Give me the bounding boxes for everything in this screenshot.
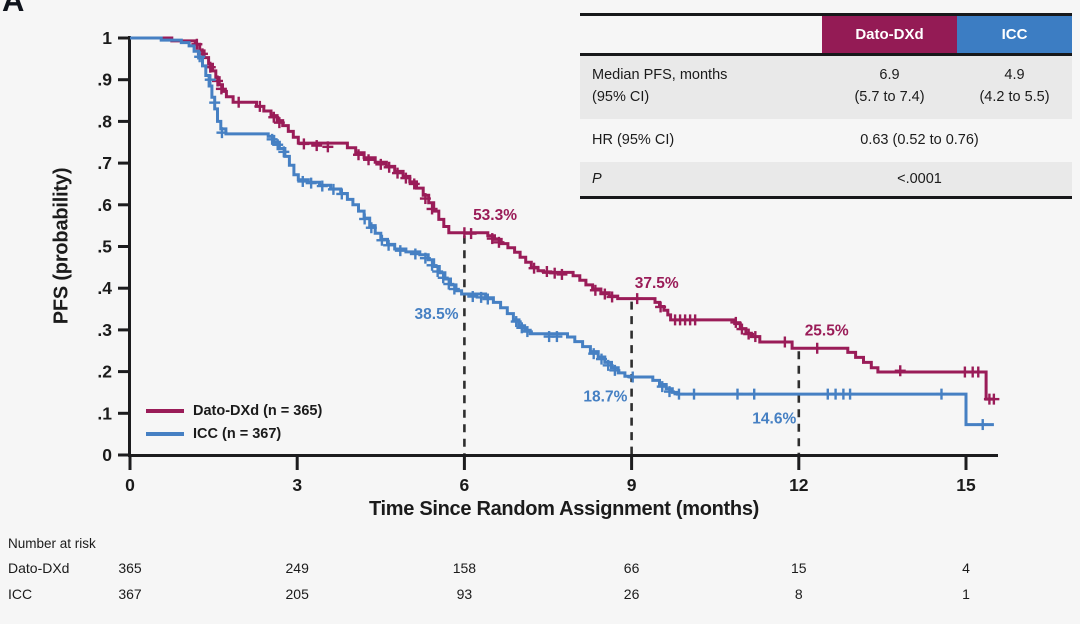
y-tick-label: .5	[97, 237, 112, 257]
icc-line-swatch	[146, 431, 184, 436]
annotation-label: 18.7%	[583, 389, 627, 406]
x-tick-label: 12	[789, 475, 809, 495]
y-tick-label: .8	[97, 111, 112, 131]
risk-count: 158	[452, 560, 477, 576]
median-label: Median PFS, months (95% CI)	[592, 67, 728, 105]
risk-row-label: Dato-DXd	[8, 560, 70, 576]
risk-count: 367	[118, 586, 142, 602]
risk-count: 66	[623, 560, 640, 576]
risk-count: 4	[962, 560, 970, 576]
risk-count: 93	[456, 586, 473, 602]
y-tick-label: .3	[97, 320, 112, 340]
annotation-label: 53.3%	[473, 207, 517, 224]
stats-row-median: Median PFS, months (95% CI) 6.9 (5.7 to …	[580, 56, 1072, 119]
risk-row-icc: ICC 367 205 93 26 8 1	[0, 586, 1080, 604]
median-value-icc: 4.9 (4.2 to 5.5)	[979, 67, 1050, 105]
stats-header-icc: ICC	[957, 16, 1072, 53]
annotation-label: 38.5%	[415, 306, 459, 323]
y-tick-label: 1	[102, 28, 112, 48]
risk-count: 1	[962, 586, 970, 602]
stats-row-p: P <.0001	[580, 161, 1072, 196]
legend-label-dato: Dato-DXd (n = 365)	[193, 402, 323, 419]
risk-count: 205	[285, 586, 309, 602]
hr-value: 0.63 (0.52 to 0.76)	[860, 132, 979, 148]
x-tick-label: 15	[956, 475, 976, 495]
hr-label: HR (95% CI)	[592, 132, 675, 148]
legend-label-icc: ICC (n = 367)	[193, 425, 282, 442]
risk-row-dato: Dato-DXd 365 249 158 66 15 4	[0, 560, 1080, 578]
x-tick-label: 6	[460, 475, 470, 495]
x-tick-label: 9	[627, 475, 637, 495]
risk-row-label: ICC	[8, 586, 33, 602]
median-value-dato: 6.9 (5.7 to 7.4)	[854, 67, 925, 105]
legend-item-dato: Dato-DXd (n = 365)	[146, 399, 322, 422]
annotation-label: 37.5%	[635, 275, 679, 292]
y-tick-label: 0	[102, 445, 112, 465]
p-value: <.0001	[897, 170, 942, 187]
panel-label: A	[2, 0, 25, 18]
risk-count: 365	[118, 560, 142, 576]
y-tick-label: .4	[97, 278, 112, 298]
y-tick-label: .7	[97, 153, 112, 173]
risk-count: 26	[623, 586, 640, 602]
p-label: P	[592, 170, 602, 187]
stats-header-spacer	[580, 16, 822, 53]
stats-table-header: Dato-DXd ICC	[580, 16, 1072, 56]
annotation-label: 14.6%	[752, 410, 796, 427]
y-tick-label: .2	[97, 362, 112, 382]
dato-line-swatch	[146, 408, 184, 413]
x-tick-label: 0	[125, 475, 135, 495]
risk-count: 249	[285, 560, 309, 576]
y-tick-label: .1	[97, 403, 112, 423]
x-tick-label: 3	[292, 475, 302, 495]
risk-count: 15	[791, 560, 807, 576]
y-tick-label: .6	[97, 195, 112, 215]
stats-header-dato: Dato-DXd	[822, 16, 957, 53]
chart-legend: Dato-DXd (n = 365) ICC (n = 367)	[146, 399, 322, 445]
x-axis-title: Time Since Random Assignment (months)	[368, 498, 760, 520]
y-axis-title: PFS (probability)	[50, 167, 73, 325]
risk-table-title: Number at risk	[8, 536, 96, 551]
stats-row-hr: HR (95% CI) 0.63 (0.52 to 0.76)	[580, 119, 1072, 162]
stats-table: Dato-DXd ICC Median PFS, months (95% CI)…	[580, 13, 1072, 199]
annotation-label: 25.5%	[805, 323, 849, 340]
y-tick-label: .9	[97, 70, 112, 90]
risk-count: 8	[794, 586, 803, 602]
legend-item-icc: ICC (n = 367)	[146, 422, 322, 445]
